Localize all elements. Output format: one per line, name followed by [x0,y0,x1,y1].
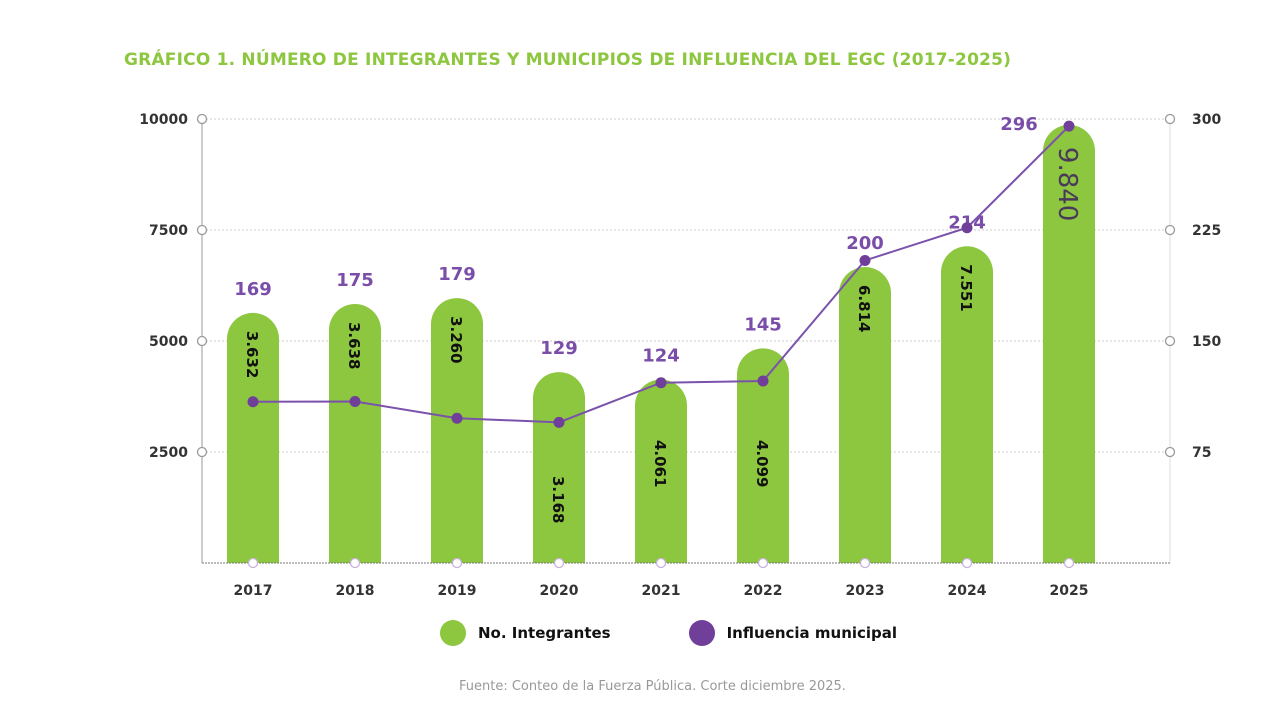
bar [329,304,381,563]
right-tick-marker [1164,224,1176,236]
municipal-value-label: 145 [744,314,782,335]
municipal-value-label: 124 [642,345,680,366]
bar [737,348,789,563]
x-tick-marker [859,557,871,569]
line-point [247,396,259,408]
municipal-value-label: 129 [540,338,578,359]
line-point [961,222,973,234]
line-point [451,412,463,424]
x-tick-marker [553,557,565,569]
municipal-value-label: 296 [1000,114,1038,135]
left-tick-marker [196,224,208,236]
municipal-value-label: 200 [846,233,884,254]
right-tick-label: 150 [1192,334,1221,350]
x-tick-label: 2023 [846,583,885,599]
source-note: Fuente: Conteo de la Fuerza Pública. Cor… [459,679,846,694]
x-tick-label: 2020 [540,583,579,599]
x-tick-marker [961,557,973,569]
right-tick-marker [1164,113,1176,125]
x-tick-marker [757,557,769,569]
legend: No. Integrantes Influencia municipal [440,620,897,646]
bar [227,312,279,563]
bar-value-label: 3.168 [549,476,567,523]
bar-value-label: 4.061 [651,440,669,487]
x-tick-label: 2017 [234,583,273,599]
bar [431,298,483,563]
x-tick-label: 2022 [744,583,783,599]
bar-value-label: 3.260 [447,316,465,363]
bar-value-label: 3.632 [243,331,261,378]
x-tick-label: 2024 [948,583,987,599]
bar-value-label: 4.099 [753,440,771,487]
right-tick-label: 225 [1192,223,1221,239]
right-tick-marker [1164,446,1176,458]
bar [941,246,993,563]
left-tick-label: 10000 [139,112,188,128]
x-tick-marker [247,557,259,569]
legend-swatch-municipal [688,620,715,646]
line-point [859,254,871,266]
right-tick-marker [1164,335,1176,347]
bar [533,372,585,563]
x-tick-label: 2018 [336,583,375,599]
bar [839,267,891,563]
municipal-value-label: 179 [438,264,476,285]
bar [1043,124,1095,563]
x-tick-label: 2019 [438,583,477,599]
left-tick-label: 5000 [149,334,188,350]
bar-value-label: 3.638 [345,322,363,369]
line-point [757,375,769,387]
legend-label-municipal: Influencia municipal [726,624,898,642]
municipal-value-label: 175 [336,270,374,291]
bar-value-label: 6.814 [855,285,873,332]
bar-value-label: 9.840 [1052,147,1082,221]
legend-label-integrantes: No. Integrantes [478,624,611,642]
right-tick-label: 75 [1192,445,1211,461]
x-tick-marker [655,557,667,569]
line-point [553,416,565,428]
line-point [349,395,361,407]
line-point [1063,120,1075,132]
left-tick-marker [196,335,208,347]
x-tick-marker [451,557,463,569]
legend-swatch-integrantes [440,620,466,646]
x-tick-marker [349,557,361,569]
left-tick-marker [196,446,208,458]
x-tick-label: 2021 [642,583,681,599]
bar [635,379,687,563]
bar-value-label: 7.551 [957,264,975,311]
chart-title: GRÁFICO 1. NÚMERO DE INTEGRANTES Y MUNIC… [124,50,1012,70]
left-tick-label: 7500 [149,223,188,239]
right-tick-label: 300 [1192,112,1221,128]
left-tick-marker [196,113,208,125]
line-point [655,377,667,389]
x-tick-label: 2025 [1050,583,1089,599]
municipal-value-label: 169 [234,279,272,300]
left-tick-label: 2500 [149,445,188,461]
x-tick-marker [1063,557,1075,569]
